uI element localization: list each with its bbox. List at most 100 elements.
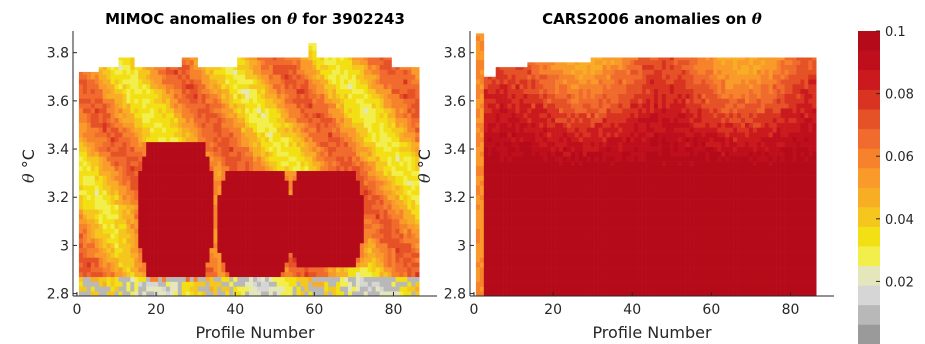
heat-cell <box>288 122 293 128</box>
heat-cell <box>264 223 270 229</box>
heat-cell <box>535 233 540 239</box>
heat-cell <box>138 286 143 292</box>
heat-cell <box>94 175 100 181</box>
heat-cell <box>523 170 528 176</box>
heat-cell <box>94 257 100 263</box>
heat-cell <box>185 132 191 138</box>
heat-cell <box>193 199 198 205</box>
heat-cell <box>475 165 481 172</box>
heat-cell <box>367 141 373 147</box>
heat-cell <box>280 112 285 119</box>
heat-cell <box>296 190 301 196</box>
heat-cell <box>249 185 254 191</box>
heat-cell <box>367 223 373 229</box>
heat-cell <box>519 165 524 172</box>
heat-cell <box>260 223 266 229</box>
heat-cell <box>193 252 198 258</box>
heat-cell <box>221 88 226 94</box>
heat-cell <box>268 170 274 176</box>
heat-cell <box>256 117 262 123</box>
heat-cell <box>347 185 353 191</box>
heat-cell <box>110 141 115 147</box>
heat-cell <box>332 214 337 220</box>
heat-cell <box>495 98 500 104</box>
heat-cell <box>316 137 321 143</box>
heat-cell <box>102 122 107 128</box>
heat-cell <box>82 190 88 196</box>
heat-cell <box>110 93 115 99</box>
heat-cell <box>98 271 103 278</box>
heat-cell <box>359 103 365 109</box>
heat-cell <box>158 180 163 186</box>
heat-cell <box>221 180 226 186</box>
heat-cell <box>415 194 420 200</box>
heat-cell <box>221 194 226 200</box>
heat-cell <box>324 132 329 138</box>
heat-cell <box>527 103 532 109</box>
heat-cell <box>487 170 493 176</box>
heat-cell <box>280 74 285 80</box>
heat-cell <box>237 267 242 273</box>
heat-cell <box>495 69 500 75</box>
heat-cell <box>98 180 103 186</box>
heat-cell <box>185 194 191 200</box>
heat-cell <box>288 103 293 109</box>
heat-cell <box>328 209 333 215</box>
heat-cell <box>118 194 123 200</box>
heat-cell <box>324 286 329 292</box>
heat-cell <box>185 286 191 292</box>
heat-cell <box>375 286 380 292</box>
heat-cell <box>229 84 234 90</box>
heat-cell <box>229 69 234 75</box>
heat-cell <box>260 209 266 215</box>
heat-cell <box>347 112 353 119</box>
heat-cell <box>340 112 345 119</box>
heat-cell <box>158 151 163 157</box>
heat-cell <box>110 132 115 138</box>
heat-cell <box>126 79 131 85</box>
heat-cell <box>229 175 234 181</box>
heat-cell <box>249 194 254 200</box>
heat-cell <box>134 165 139 172</box>
heat-cell <box>106 190 111 196</box>
heat-cell <box>387 103 392 109</box>
heat-cell <box>256 57 262 61</box>
heat-cell <box>367 156 373 162</box>
heat-cell <box>411 199 416 205</box>
heat-cell <box>407 69 412 75</box>
heat-cell <box>233 247 238 253</box>
heat-cell <box>173 165 179 172</box>
heat-cell <box>527 156 532 162</box>
heat-cell <box>237 180 242 186</box>
heat-cell <box>233 257 238 263</box>
heat-cell <box>359 156 365 162</box>
heat-cell <box>165 199 171 205</box>
heat-cell <box>78 146 84 152</box>
heat-cell <box>511 247 516 253</box>
heat-cell <box>296 151 301 157</box>
heat-cell <box>395 267 400 273</box>
heat-cell <box>304 214 309 220</box>
heat-cell <box>253 180 258 186</box>
heat-cell <box>272 98 278 104</box>
heat-cell <box>511 209 516 215</box>
heat-cell <box>102 204 107 210</box>
heat-cell <box>312 141 317 147</box>
heat-cell <box>399 151 404 157</box>
heat-cell <box>292 103 297 109</box>
heat-cell <box>233 199 238 205</box>
heat-cell <box>300 127 305 133</box>
heat-cell <box>336 190 341 196</box>
heat-cell <box>531 271 536 278</box>
heat-cell <box>193 127 198 133</box>
heat-cell <box>193 257 198 263</box>
heat-cell <box>296 228 301 234</box>
heat-cell <box>336 84 341 90</box>
heat-cell <box>383 108 388 114</box>
mimoc-panel: MIMOC anomalies on θ for 3902243 0 20 40 60… <box>19 10 437 342</box>
heat-cell <box>138 247 143 253</box>
heat-cell <box>245 262 250 268</box>
heat-cell <box>158 103 163 109</box>
heat-cell <box>367 291 373 297</box>
heat-cell <box>185 161 191 167</box>
